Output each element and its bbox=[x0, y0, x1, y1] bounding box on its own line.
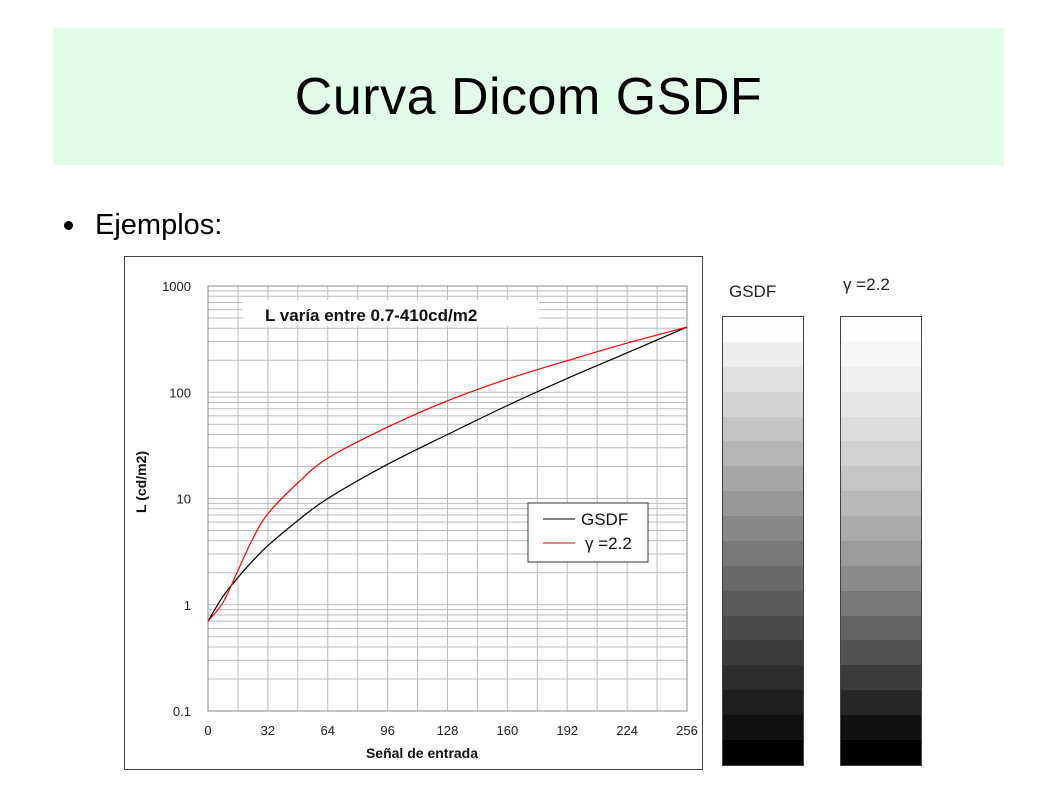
x-tick-label: 256 bbox=[676, 723, 698, 738]
gray-step bbox=[723, 565, 803, 591]
gray-step bbox=[841, 540, 921, 566]
gray-step bbox=[723, 317, 803, 342]
x-axis-label: Señal de entrada bbox=[366, 745, 478, 761]
chart-title-background bbox=[243, 300, 539, 326]
legend-box bbox=[527, 502, 649, 563]
gray-step bbox=[723, 366, 803, 392]
y-tick-label: 100 bbox=[169, 385, 191, 400]
gray-step bbox=[723, 391, 803, 417]
gray-step bbox=[723, 715, 803, 740]
chart-title-group: L varía entre 0.7-410cd/m2 bbox=[243, 300, 539, 326]
gsdf-ramp-label: GSDF bbox=[729, 282, 777, 301]
x-tick-label: 128 bbox=[437, 723, 459, 738]
chart-legend: GSDF γ =2.2 bbox=[527, 502, 649, 563]
gray-step bbox=[841, 491, 921, 516]
luminance-chart: 0 32 64 96 128 160 192 224 256 0.1 1 10 100 1000 L va… bbox=[133, 279, 698, 761]
gray-step bbox=[841, 341, 921, 367]
bullet-dot-icon bbox=[64, 220, 73, 230]
legend-label-gsdf: GSDF bbox=[581, 510, 628, 529]
legend-label-gamma: γ =2.2 bbox=[585, 534, 632, 553]
slide-title: Curva Dicom GSDF bbox=[294, 67, 763, 126]
gray-step bbox=[841, 715, 921, 740]
chart-curves bbox=[207, 326, 688, 622]
gray-step bbox=[841, 665, 921, 691]
y-tick-label: 1000 bbox=[162, 279, 191, 294]
gray-step bbox=[723, 341, 803, 367]
gray-step bbox=[841, 317, 921, 342]
series-line-gsdf bbox=[207, 326, 688, 622]
gray-step bbox=[723, 441, 803, 467]
gamma-ramp-label: γ =2.2 bbox=[843, 275, 890, 294]
gray-step bbox=[841, 615, 921, 641]
gray-step bbox=[841, 416, 921, 442]
chart-ticks: 0 32 64 96 128 160 192 224 256 0.1 1 10 100 1000 bbox=[162, 279, 698, 738]
chart-grid bbox=[207, 285, 688, 712]
gray-step bbox=[723, 739, 803, 765]
gray-step bbox=[723, 466, 803, 492]
gsdf-gray-ramp bbox=[722, 316, 804, 766]
gray-step bbox=[723, 540, 803, 566]
bullet-text: Ejemplos: bbox=[95, 208, 223, 241]
chart-frame: 0 32 64 96 128 160 192 224 256 0.1 1 10 100 1000 L va… bbox=[124, 256, 703, 770]
gray-step bbox=[841, 640, 921, 666]
bullet-item: Ejemplos: bbox=[64, 205, 222, 245]
gamma-gray-ramp bbox=[840, 316, 922, 766]
x-tick-label: 192 bbox=[556, 723, 578, 738]
gray-step bbox=[841, 516, 921, 541]
series-line-gamma bbox=[207, 326, 688, 622]
gray-step bbox=[723, 690, 803, 715]
gray-step bbox=[841, 366, 921, 392]
gray-step bbox=[841, 441, 921, 467]
gray-step bbox=[841, 466, 921, 492]
gray-step bbox=[723, 640, 803, 666]
x-tick-label: 64 bbox=[321, 723, 335, 738]
gray-step bbox=[841, 565, 921, 591]
gray-step bbox=[723, 516, 803, 541]
x-tick-label: 160 bbox=[497, 723, 519, 738]
gray-step bbox=[841, 391, 921, 417]
title-band: Curva Dicom GSDF bbox=[53, 28, 1004, 165]
x-tick-label: 224 bbox=[616, 723, 638, 738]
y-tick-label: 0.1 bbox=[173, 704, 191, 719]
gray-step bbox=[723, 491, 803, 516]
plot-border bbox=[207, 285, 688, 712]
gray-step bbox=[723, 590, 803, 616]
gray-step bbox=[723, 665, 803, 691]
y-tick-label: 10 bbox=[177, 492, 191, 507]
gray-step bbox=[841, 739, 921, 765]
gray-step bbox=[841, 690, 921, 715]
x-tick-label: 96 bbox=[380, 723, 394, 738]
y-axis-label: L (cd/m2) bbox=[133, 451, 149, 513]
gray-step bbox=[723, 615, 803, 641]
chart-title: L varía entre 0.7-410cd/m2 bbox=[265, 306, 477, 325]
gray-step bbox=[723, 416, 803, 442]
gray-step bbox=[841, 590, 921, 616]
y-tick-label: 1 bbox=[184, 598, 191, 613]
x-tick-label: 32 bbox=[261, 723, 275, 738]
x-tick-label: 0 bbox=[204, 723, 211, 738]
